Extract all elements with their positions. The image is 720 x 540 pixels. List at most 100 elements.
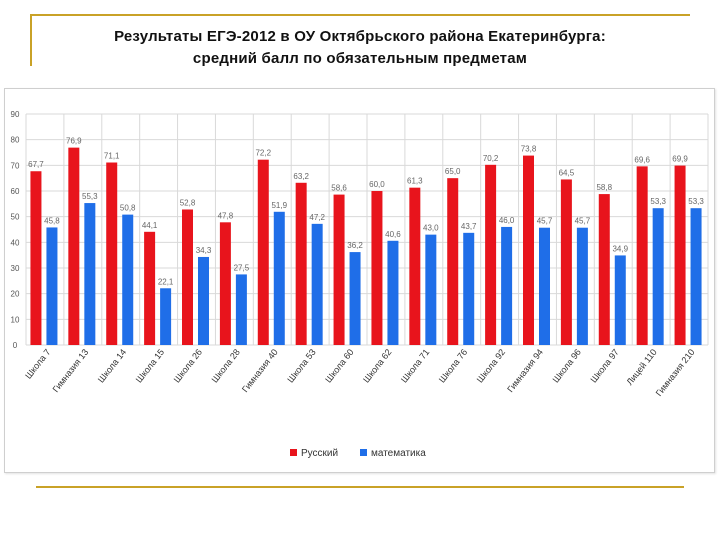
y-tick-label: 50 bbox=[11, 213, 20, 222]
y-tick-label: 70 bbox=[11, 161, 20, 170]
y-tick-label: 0 bbox=[13, 341, 18, 350]
bar-russian bbox=[674, 165, 686, 345]
category-label: Школа 96 bbox=[551, 347, 583, 385]
data-label: 72,2 bbox=[255, 149, 271, 158]
y-tick-label: 40 bbox=[11, 238, 20, 247]
data-label: 55,3 bbox=[82, 192, 98, 201]
data-label: 36,2 bbox=[347, 241, 363, 250]
category-label: Школа 53 bbox=[285, 347, 317, 385]
category-label: Школа 7 bbox=[23, 347, 52, 381]
data-label: 53,3 bbox=[650, 197, 666, 206]
title-frame-left-line bbox=[30, 14, 32, 66]
category-label: Школа 26 bbox=[172, 347, 204, 385]
bar-russian bbox=[371, 191, 383, 345]
category-label: Школа 92 bbox=[475, 347, 507, 385]
bar-russian bbox=[219, 222, 231, 345]
data-label: 45,7 bbox=[537, 217, 553, 226]
category-label: Школа 62 bbox=[361, 347, 393, 385]
data-label: 46,0 bbox=[499, 216, 515, 225]
data-label: 61,3 bbox=[407, 177, 423, 186]
y-tick-label: 30 bbox=[11, 264, 20, 273]
y-tick-label: 60 bbox=[11, 187, 20, 196]
data-label: 27,5 bbox=[234, 263, 250, 272]
data-label: 53,3 bbox=[688, 197, 704, 206]
data-label: 73,8 bbox=[521, 145, 537, 154]
bar-math bbox=[576, 227, 588, 345]
data-label: 71,1 bbox=[104, 152, 120, 161]
data-label: 51,9 bbox=[271, 201, 287, 210]
data-label: 22,1 bbox=[158, 277, 174, 286]
y-tick-label: 20 bbox=[11, 290, 20, 299]
data-label: 58,8 bbox=[596, 183, 612, 192]
category-label: Лицей 110 bbox=[624, 347, 658, 387]
category-label: Школа 71 bbox=[399, 347, 431, 385]
legend-swatch-russian bbox=[290, 449, 297, 456]
data-label: 69,6 bbox=[634, 155, 650, 164]
bar-russian bbox=[182, 209, 193, 345]
data-label: 64,5 bbox=[559, 168, 575, 177]
bar-math bbox=[425, 234, 437, 345]
bar-math bbox=[160, 288, 172, 345]
bar-math bbox=[122, 214, 134, 345]
data-label: 65,0 bbox=[445, 167, 461, 176]
title-frame-top-line bbox=[30, 14, 690, 16]
category-label: Гимназия 210 bbox=[654, 347, 697, 398]
slide-title: Результаты ЕГЭ-2012 в ОУ Октябрьского ра… bbox=[40, 26, 680, 70]
bar-math bbox=[501, 226, 513, 345]
data-label: 43,0 bbox=[423, 224, 439, 233]
bar-russian bbox=[636, 166, 648, 345]
data-label: 60,0 bbox=[369, 180, 385, 189]
bar-math bbox=[614, 255, 626, 345]
bar-russian bbox=[523, 155, 534, 345]
legend-label-math: математика bbox=[371, 448, 426, 459]
bar-russian bbox=[257, 159, 269, 345]
bar-math bbox=[349, 252, 361, 345]
bar-math bbox=[84, 203, 96, 345]
bar-math bbox=[387, 240, 399, 345]
bar-math bbox=[311, 223, 323, 345]
data-label: 76,9 bbox=[66, 137, 82, 146]
bar-math bbox=[652, 208, 664, 345]
data-label: 47,2 bbox=[309, 213, 325, 222]
bar-russian bbox=[409, 187, 421, 345]
data-label: 47,8 bbox=[218, 211, 234, 220]
category-label: Школа 15 bbox=[134, 347, 166, 385]
bar-russian bbox=[144, 231, 156, 345]
y-tick-label: 90 bbox=[11, 110, 20, 119]
bottom-frame-line bbox=[36, 486, 684, 488]
category-label: Школа 28 bbox=[210, 347, 242, 385]
data-label: 45,7 bbox=[575, 217, 591, 226]
bar-math bbox=[235, 274, 247, 345]
data-label: 43,7 bbox=[461, 222, 477, 231]
category-label: Школа 14 bbox=[96, 347, 128, 385]
legend-swatch-math bbox=[360, 449, 367, 456]
data-label: 50,8 bbox=[120, 204, 136, 213]
bar-math bbox=[198, 256, 209, 345]
title-line-1: Результаты ЕГЭ-2012 в ОУ Октябрьского ра… bbox=[114, 28, 606, 45]
data-label: 45,8 bbox=[44, 216, 60, 225]
bar-russian bbox=[560, 179, 572, 345]
y-tick-label: 80 bbox=[11, 136, 20, 145]
bar-russian bbox=[447, 178, 459, 345]
data-label: 44,1 bbox=[142, 221, 158, 230]
bar-math bbox=[463, 232, 475, 345]
category-label: Школа 97 bbox=[588, 347, 620, 385]
bar-russian bbox=[333, 194, 345, 345]
category-label: Гимназия 40 bbox=[240, 347, 280, 394]
data-label: 34,9 bbox=[612, 244, 628, 253]
category-label: Школа 60 bbox=[323, 347, 355, 385]
category-label: Гимназия 94 bbox=[505, 347, 545, 394]
data-label: 34,3 bbox=[196, 246, 212, 255]
data-label: 40,6 bbox=[385, 230, 401, 239]
bar-russian bbox=[598, 194, 610, 345]
bar-russian bbox=[485, 164, 497, 345]
bar-russian bbox=[106, 162, 118, 345]
title-line-2: средний балл по обязательным предметам bbox=[192, 50, 528, 67]
bar-russian bbox=[30, 171, 42, 345]
data-label: 58,6 bbox=[331, 184, 347, 193]
legend-label-russian: Русский bbox=[301, 448, 338, 459]
y-tick-label: 10 bbox=[11, 315, 20, 324]
bar-math bbox=[46, 227, 58, 345]
data-label: 69,9 bbox=[672, 155, 688, 164]
